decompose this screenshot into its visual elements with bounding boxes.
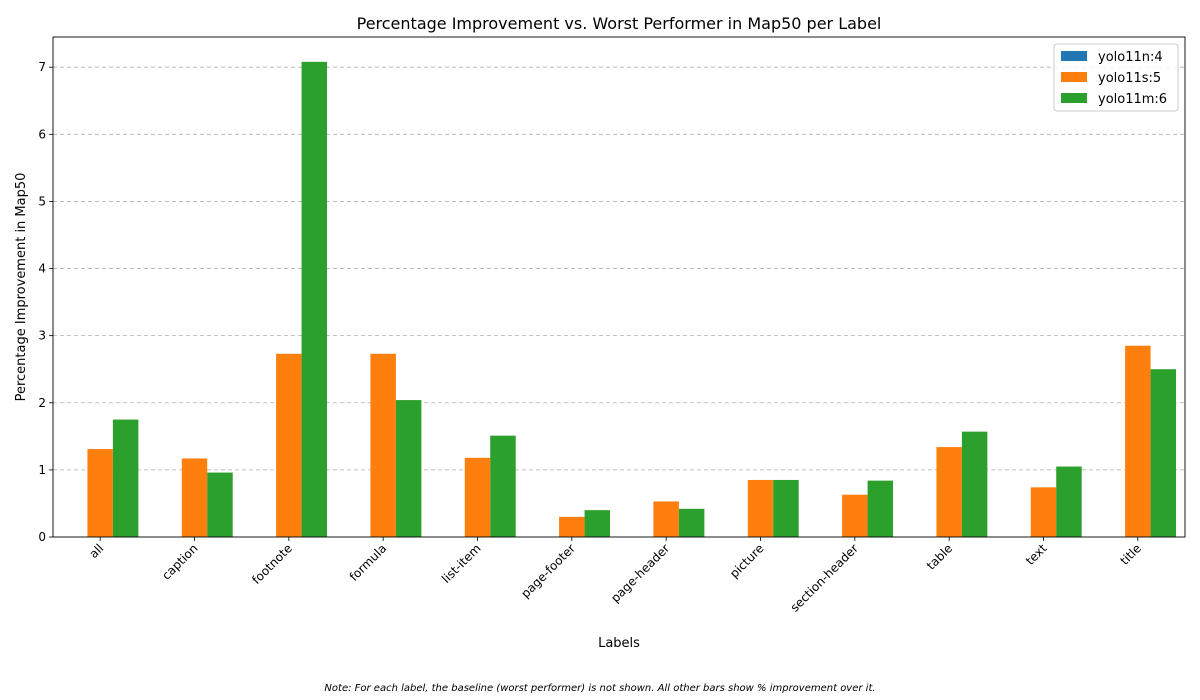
legend-label: yolo11s:5 xyxy=(1098,71,1161,86)
bar xyxy=(301,61,328,537)
y-axis-label: Percentage Improvement in Map50 xyxy=(14,173,29,402)
bar xyxy=(1125,345,1151,537)
x-tick-label: title xyxy=(1117,541,1143,567)
legend-swatch xyxy=(1061,51,1087,61)
y-tick-label: 7 xyxy=(38,60,46,74)
bar xyxy=(207,472,233,537)
bar xyxy=(1056,466,1082,537)
y-tick-label: 5 xyxy=(38,194,46,208)
bar xyxy=(1150,369,1177,537)
bar xyxy=(842,494,868,537)
legend: yolo11n:4 yolo11s:5 yolo11m:6 xyxy=(1053,43,1179,112)
bar xyxy=(747,479,774,537)
x-tick-label: page-header xyxy=(608,541,672,605)
x-tick-label: picture xyxy=(727,541,767,581)
y-tick-label: 4 xyxy=(38,262,46,276)
bar xyxy=(1030,487,1057,537)
bar xyxy=(112,419,139,537)
footnote-text: Note: For each label, the baseline (wors… xyxy=(324,683,876,694)
bar xyxy=(464,457,491,537)
x-tick-label: section-header xyxy=(788,541,861,614)
bar xyxy=(559,516,585,537)
x-tick-label: footnote xyxy=(249,541,295,587)
plot-frame xyxy=(52,36,1186,538)
bar xyxy=(653,501,679,537)
y-tick-label: 1 xyxy=(38,463,46,477)
y-tick-label: 6 xyxy=(38,127,46,141)
x-tick-label: table xyxy=(924,541,955,572)
bar xyxy=(773,479,799,537)
legend-swatch xyxy=(1061,72,1087,82)
legend-label: yolo11m:6 xyxy=(1098,92,1167,107)
bar xyxy=(395,400,422,537)
bars xyxy=(87,61,1177,537)
bar xyxy=(936,447,962,537)
bar xyxy=(87,449,113,537)
y-tick-label: 2 xyxy=(38,396,46,410)
x-tick-label: formula xyxy=(347,541,390,584)
chart-title: Percentage Improvement vs. Worst Perform… xyxy=(357,14,882,33)
legend-label: yolo11n:4 xyxy=(1098,50,1163,65)
bar xyxy=(678,508,705,537)
bar xyxy=(370,353,396,537)
bar xyxy=(276,353,302,537)
gridlines xyxy=(53,66,1185,471)
bar xyxy=(584,510,611,537)
bar xyxy=(961,431,988,537)
x-tick-label: page-footer xyxy=(518,541,578,601)
x-tick-label: caption xyxy=(159,541,200,582)
legend-swatch xyxy=(1061,93,1087,103)
y-tick-label: 0 xyxy=(38,530,46,544)
x-tick-label: list-item xyxy=(439,541,484,586)
x-tick-label: text xyxy=(1023,541,1050,568)
bar xyxy=(867,480,894,537)
bar xyxy=(181,458,208,537)
bar xyxy=(490,435,516,537)
x-tick-label: all xyxy=(86,541,106,561)
bar-chart: Percentage Improvement vs. Worst Perform… xyxy=(14,14,1186,651)
y-tick-label: 3 xyxy=(38,329,46,343)
x-axis-label: Labels xyxy=(598,636,640,651)
